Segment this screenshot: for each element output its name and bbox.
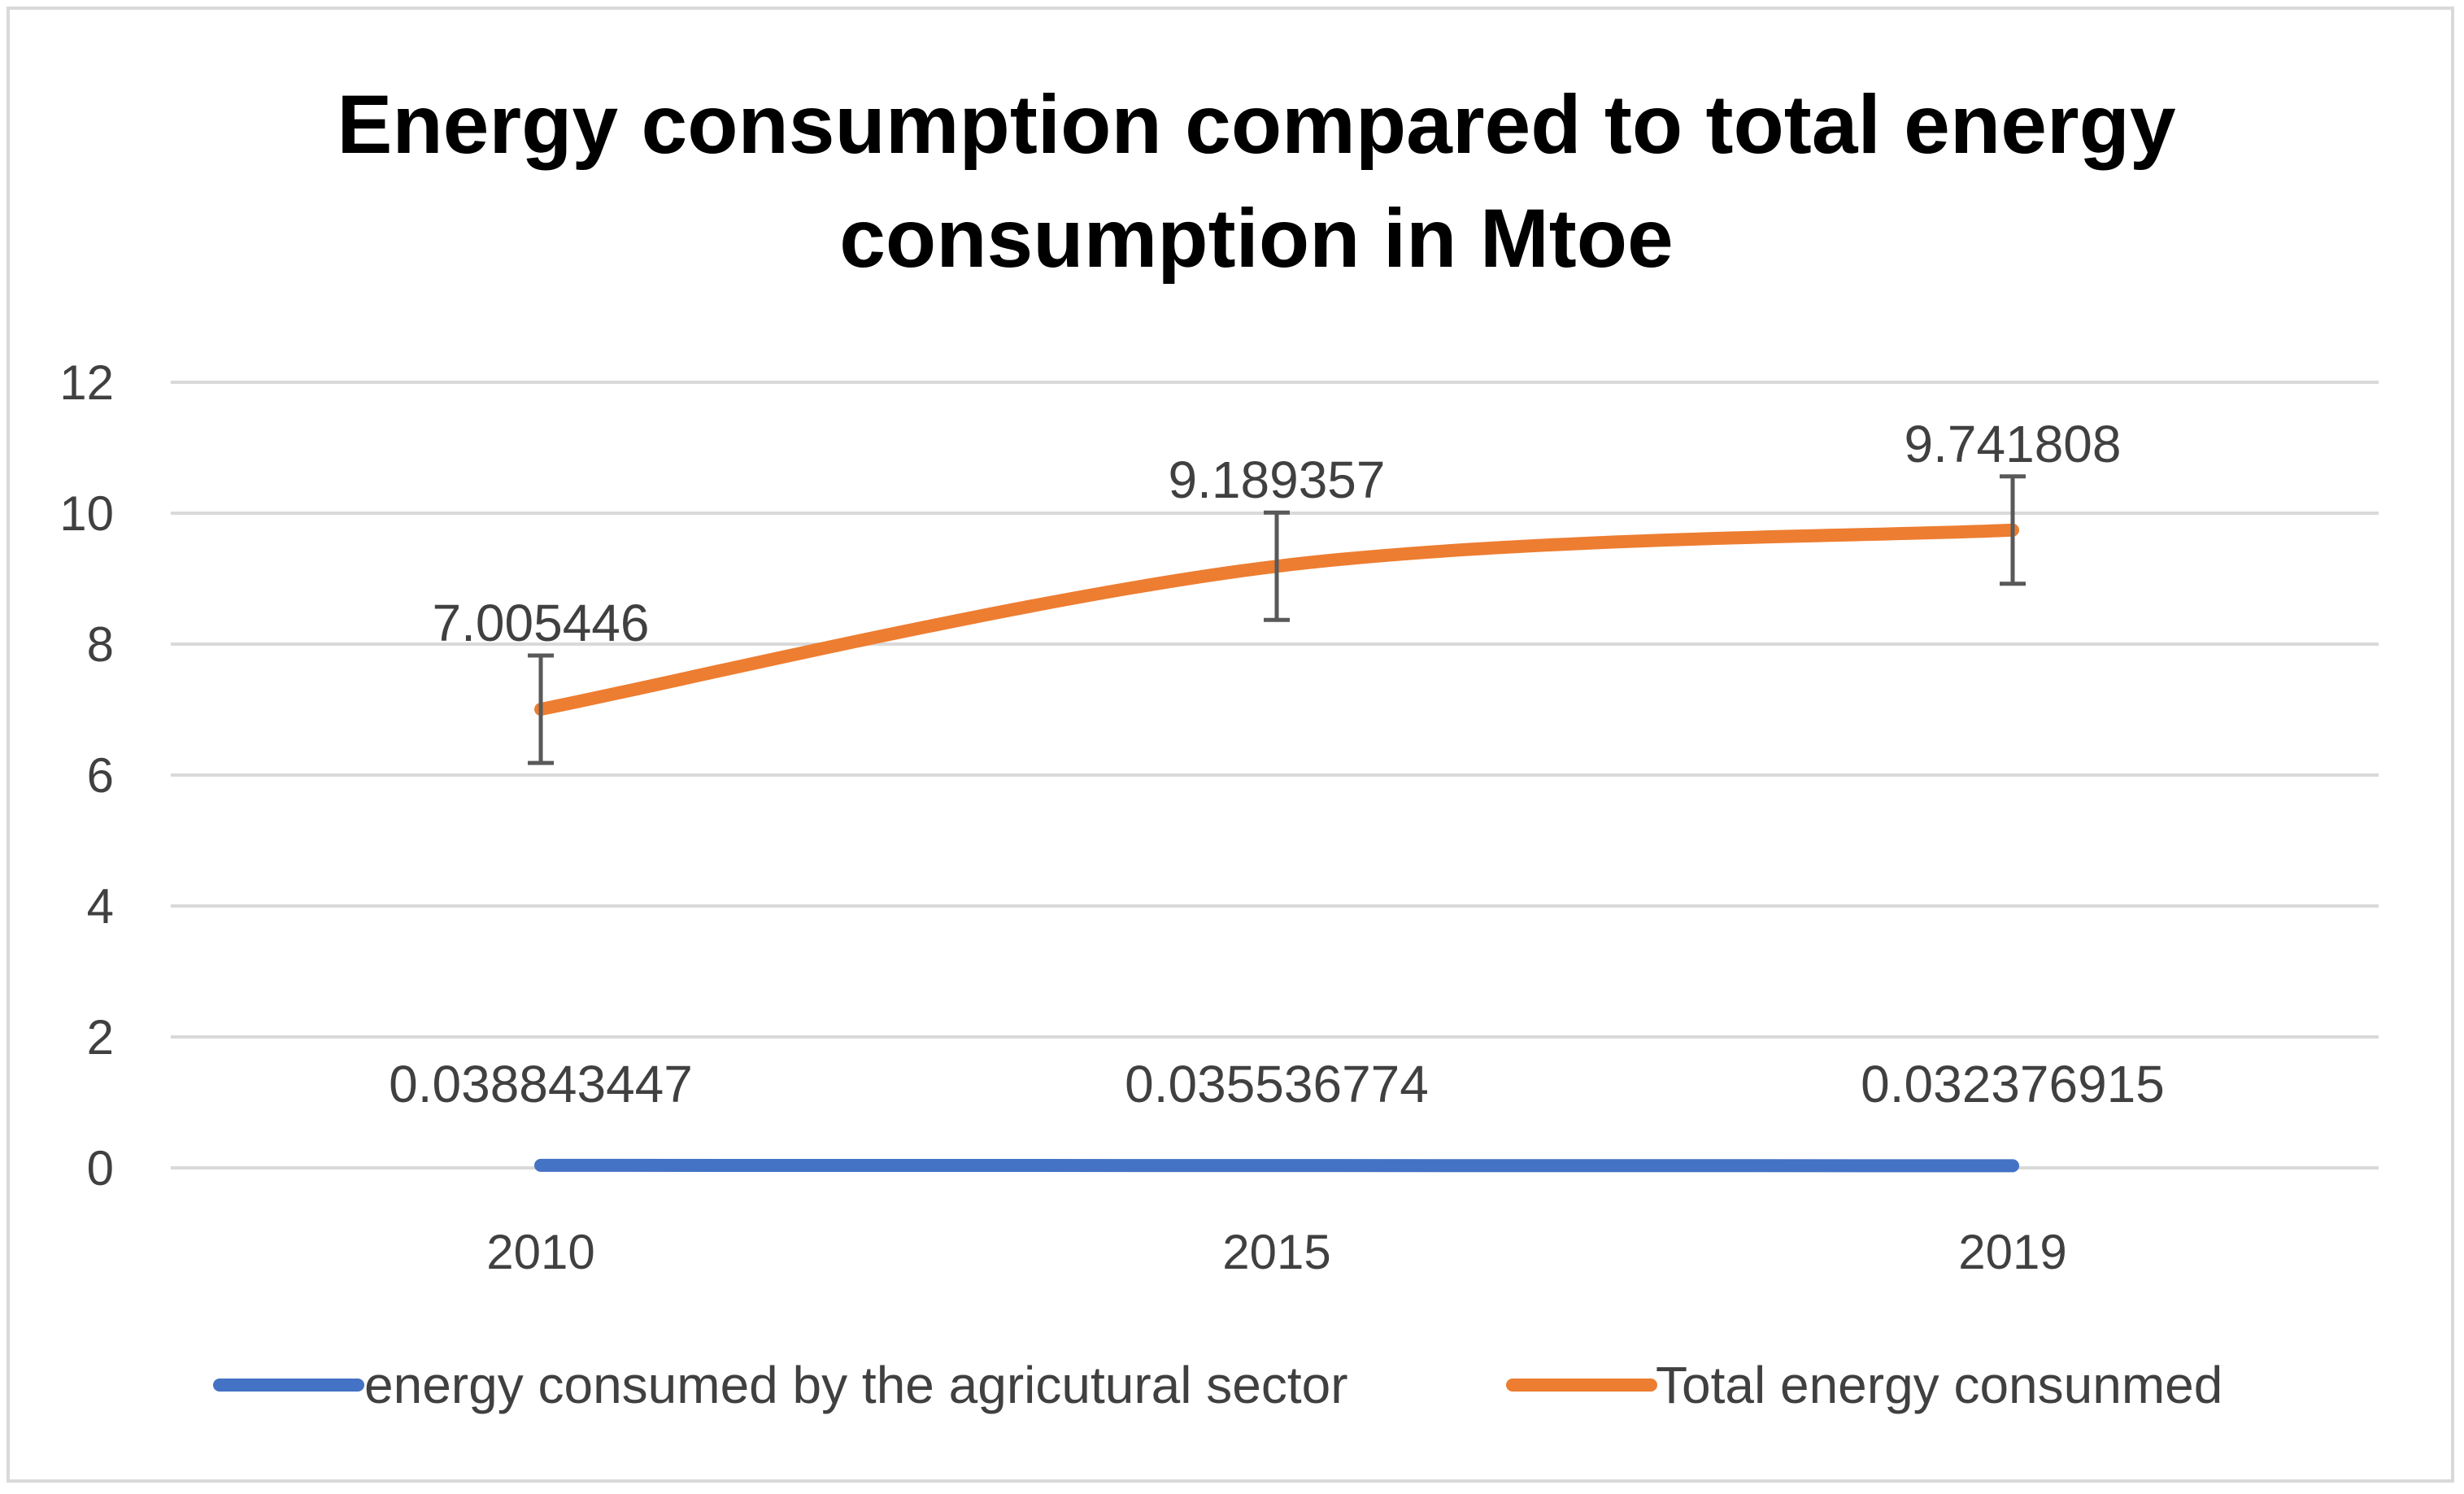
y-tick-label: 10 <box>59 486 114 541</box>
data-label: 0.038843447 <box>389 1055 693 1113</box>
chart-title-line-1: Energy consumption compared to total ene… <box>337 78 2176 171</box>
legend: energy consumed by the agricutural secto… <box>213 1356 2222 1414</box>
y-axis-tick-labels: 0 2 4 6 8 10 12 <box>59 355 114 1196</box>
x-tick-label: 2010 <box>486 1225 594 1279</box>
y-tick-label: 4 <box>87 879 114 934</box>
y-tick-label: 2 <box>87 1010 114 1065</box>
data-label: 0.035536774 <box>1125 1055 1429 1113</box>
error-bars <box>528 474 2026 765</box>
chart-title-line-2: consumption in Mtoe <box>839 192 1674 285</box>
x-tick-label: 2019 <box>1958 1225 2066 1279</box>
chart-frame <box>7 7 2454 1483</box>
data-label: 9.189357 <box>1169 451 1386 509</box>
y-tick-label: 0 <box>87 1141 114 1196</box>
series-line-0 <box>534 1158 2019 1173</box>
legend-label-0: energy consumed by the agricutural secto… <box>364 1356 1348 1414</box>
data-label: 7.005446 <box>433 594 650 652</box>
data-labels: 0.038843447 0.035536774 0.032376915 7.00544… <box>389 415 2165 1113</box>
data-label: 0.032376915 <box>1861 1055 2165 1113</box>
x-tick-label: 2015 <box>1222 1225 1330 1279</box>
legend-label-1: Total energy consunmed <box>1656 1356 2222 1414</box>
y-tick-label: 12 <box>59 355 114 410</box>
x-axis-tick-labels: 2010 2015 2019 <box>486 1225 2066 1279</box>
data-label: 9.741808 <box>1905 415 2122 473</box>
y-tick-label: 6 <box>87 748 114 803</box>
y-tick-label: 8 <box>87 617 114 672</box>
